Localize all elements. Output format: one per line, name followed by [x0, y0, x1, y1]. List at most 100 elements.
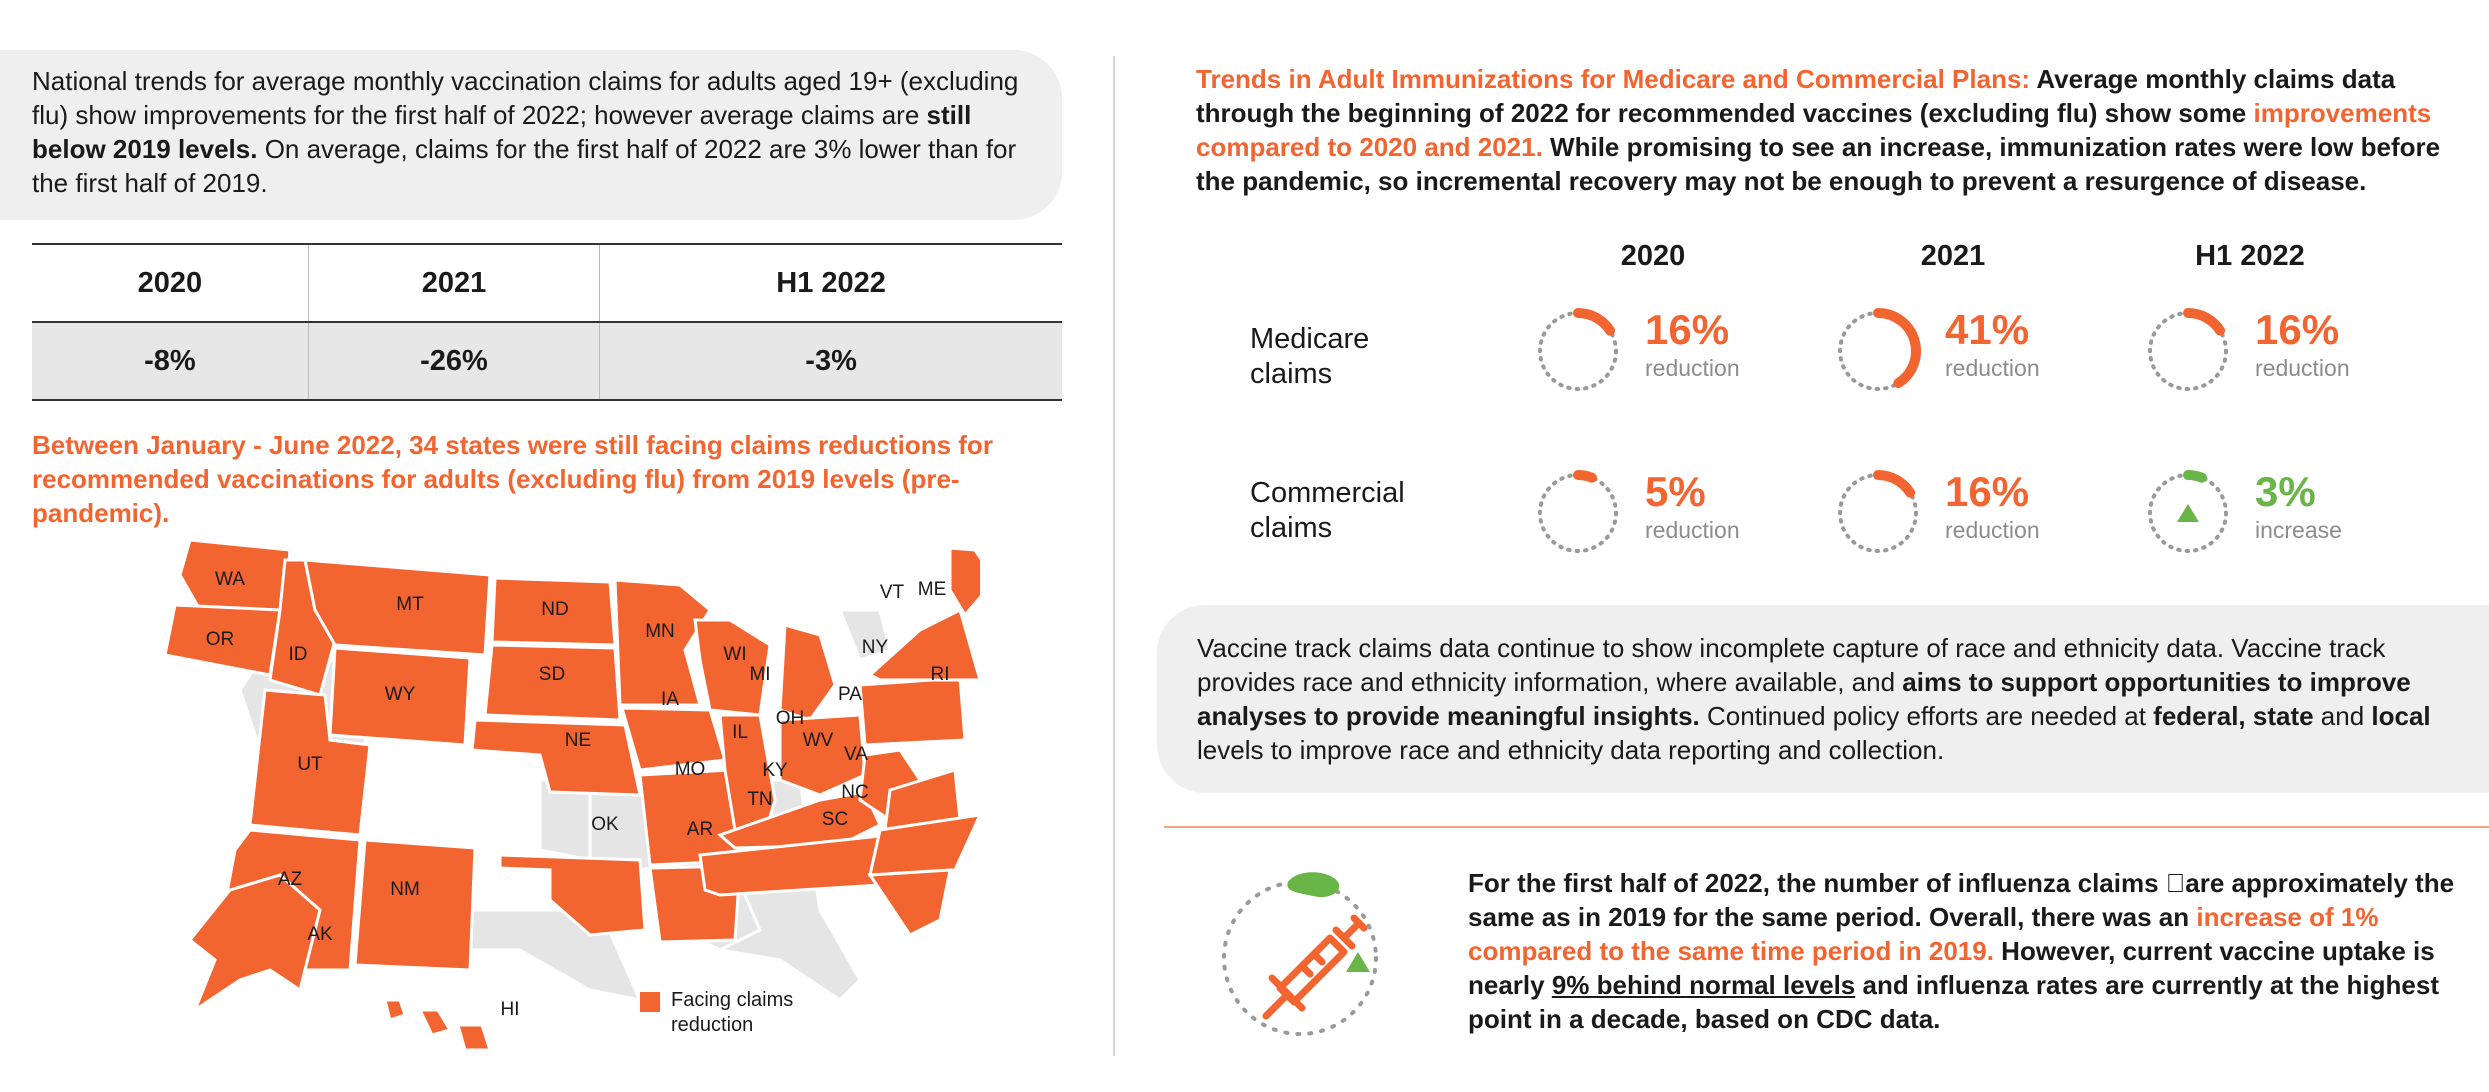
map-label-mt: MT	[396, 594, 424, 615]
table-row: -8% -26% -3%	[32, 322, 1062, 401]
map-label-vt: VT	[880, 582, 905, 603]
gauge-arc	[1573, 470, 1597, 483]
race-text-1: Vaccine track claims data continue to sh…	[1197, 633, 2386, 697]
gauge-value: 41%	[1945, 306, 2030, 353]
section-rule	[1164, 826, 2489, 828]
state-me	[948, 546, 980, 618]
states-heading: Between January - June 2022, 34 states w…	[32, 430, 993, 528]
state-nc	[868, 813, 980, 877]
map-label-sc: SC	[822, 809, 848, 830]
row-label-medicare: Medicare claims	[1250, 323, 1370, 390]
gauge-value: 16%	[1645, 306, 1730, 353]
intro-callout: National trends for average monthly vacc…	[0, 50, 1062, 220]
state-nd	[490, 576, 617, 647]
map-label-va: VA	[844, 744, 868, 765]
map-label-ok: OK	[591, 814, 619, 835]
row-label-commercial: Commercial claims	[1250, 477, 1405, 544]
trends-text-2: While promising to see an increase, immu…	[1196, 132, 2441, 196]
map-label-pa: PA	[838, 684, 862, 705]
trends-paragraph: Trends in Adult Immunizations for Medica…	[1196, 62, 2476, 198]
race-bold-2: federal, state	[2153, 701, 2314, 731]
state-wy	[328, 646, 472, 747]
gauge-year-2020: 2020	[1620, 240, 1686, 272]
trends-text-1: Average monthly claims data through the …	[1196, 64, 2396, 128]
map-label-ar: AR	[687, 819, 713, 840]
intro-text-bold: still below 2019 levels.	[32, 100, 972, 164]
table-cell-2020: -8%	[32, 322, 309, 401]
gauge-arc	[1873, 470, 1916, 498]
flu-text-3: and influenza rates are currently at the…	[1468, 970, 2439, 1034]
gauge-value: 3%	[2255, 468, 2316, 515]
gauge-commercial-0	[1538, 470, 1618, 553]
table-cell-h1-2022: -3%	[599, 322, 1062, 401]
gauge-track	[1538, 473, 1618, 553]
legend-swatch	[640, 992, 660, 1012]
state-mi	[778, 623, 837, 722]
gauge-sub-label: reduction	[1645, 517, 1740, 543]
map-label-ri: RI	[931, 664, 950, 685]
map-label-sd: SD	[539, 664, 565, 685]
trends-title: Trends in Adult Immunizations for Medica…	[1196, 64, 2031, 94]
state-pa	[858, 676, 967, 747]
gauge-year-h1-2022: H1 2022	[2195, 240, 2305, 272]
race-bold-1: aims to support opportunities to improve…	[1197, 667, 2411, 731]
race-ethnicity-callout: Vaccine track claims data continue to sh…	[1157, 605, 2489, 793]
map-label-wi: WI	[723, 644, 746, 665]
gauge-medicare-0	[1538, 308, 1618, 391]
state-ky	[717, 790, 882, 850]
map-facing-reduction-states	[163, 538, 980, 1050]
map-label-mn: MN	[645, 621, 675, 642]
race-bold-3: local	[2371, 701, 2431, 731]
map-label-wa: WA	[215, 569, 245, 590]
intro-text-2: On average, claims for the first half of…	[32, 134, 1017, 198]
column-divider	[1113, 56, 1115, 1056]
table-header-h1-2022: H1 2022	[599, 243, 1062, 323]
flu-text-1: For the first half of 2022, the number o…	[1468, 868, 2455, 932]
state-ny	[867, 607, 980, 682]
state-ne	[470, 718, 642, 797]
map-label-tn: TN	[747, 789, 772, 810]
map-label-mo: MO	[675, 759, 706, 780]
table-header-row: 2020 2021 H1 2022	[32, 243, 1062, 323]
state-hi	[383, 998, 492, 1050]
map-label-ak: AK	[307, 924, 333, 945]
intro-text-1: National trends for average monthly vacc…	[32, 66, 1019, 130]
state-mt	[303, 558, 492, 657]
map-label-ny: NY	[862, 637, 889, 658]
syringe-icon	[1222, 872, 1378, 1036]
gauge-value: 5%	[1645, 468, 1706, 515]
map-label-id: ID	[289, 644, 308, 665]
map-label-ut: UT	[297, 754, 323, 775]
flu-underline: 9% behind normal levels	[1551, 970, 1856, 1000]
increase-arrow-icon	[2177, 504, 2199, 522]
state-ut	[248, 688, 372, 837]
gauge-sub-label: reduction	[1945, 517, 2040, 543]
state-ak	[187, 873, 322, 1014]
state-ia	[619, 706, 727, 772]
map-label-ky: KY	[762, 760, 788, 781]
gauge-arc	[1573, 308, 1616, 336]
gauge-year-2021: 2021	[1920, 240, 1986, 272]
map-label-mi: MI	[749, 664, 770, 685]
map-label-nm: NM	[390, 879, 420, 900]
gauge-value: 16%	[1945, 468, 2030, 515]
gauge-value: 16%	[2255, 306, 2340, 353]
table-header-2021: 2021	[307, 243, 600, 323]
state-sd	[483, 643, 622, 722]
legend-label: Facing claims reduction	[671, 989, 794, 1036]
map-label-wy: WY	[385, 684, 416, 705]
race-text-4: levels to improve race and ethnicity dat…	[1197, 735, 1945, 765]
gauge-medicare-1	[1838, 308, 1921, 391]
map-label-az: AZ	[278, 869, 303, 890]
gauge-commercial-2	[2148, 470, 2228, 553]
gauge-medicare-2	[2148, 308, 2228, 391]
map-label-oh: OH	[776, 708, 805, 729]
state-tn	[698, 833, 892, 897]
gauge-arc	[2183, 470, 2207, 483]
state-mn	[613, 578, 712, 707]
trends-highlight: improvements compared to 2020 and 2021.	[1196, 98, 2432, 162]
claims-change-table: 2020 2021 H1 2022 -8% -26% -3%	[32, 243, 1062, 401]
race-text-2: Continued policy efforts are needed at	[1699, 701, 2154, 731]
map-label-me: ME	[918, 579, 947, 600]
flu-highlight: increase of 1% compared to the same time…	[1468, 902, 2379, 966]
